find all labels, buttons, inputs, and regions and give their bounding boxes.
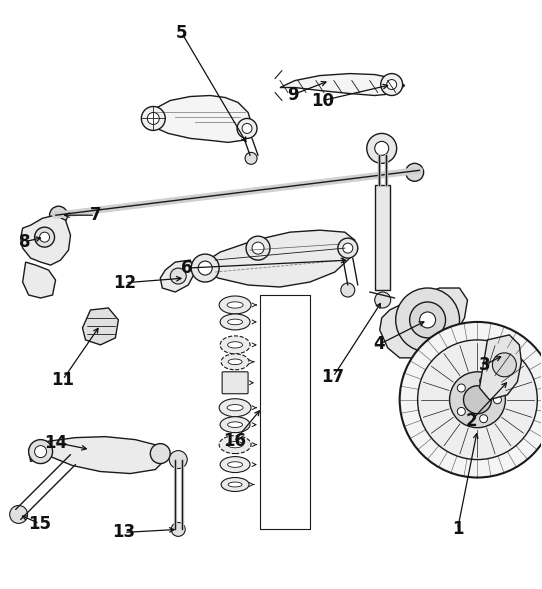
Polygon shape xyxy=(375,186,390,290)
Circle shape xyxy=(457,408,466,415)
Circle shape xyxy=(35,227,55,247)
Ellipse shape xyxy=(228,359,242,365)
Polygon shape xyxy=(480,335,521,400)
Circle shape xyxy=(343,243,353,253)
Circle shape xyxy=(367,134,397,163)
Text: 3: 3 xyxy=(479,356,491,374)
Ellipse shape xyxy=(227,442,243,448)
Polygon shape xyxy=(200,230,355,287)
Ellipse shape xyxy=(220,456,250,472)
Ellipse shape xyxy=(228,319,243,325)
Text: 7: 7 xyxy=(89,206,101,224)
Ellipse shape xyxy=(221,478,249,491)
Circle shape xyxy=(191,254,219,282)
Text: 11: 11 xyxy=(51,370,74,389)
Circle shape xyxy=(493,353,517,377)
Text: 14: 14 xyxy=(44,434,67,452)
Circle shape xyxy=(237,118,257,138)
Circle shape xyxy=(242,124,252,134)
Text: 13: 13 xyxy=(112,524,136,541)
Polygon shape xyxy=(380,288,468,358)
Ellipse shape xyxy=(227,405,243,411)
Text: 4: 4 xyxy=(373,336,385,353)
Circle shape xyxy=(245,153,257,164)
Text: 6: 6 xyxy=(182,259,193,277)
Text: 5: 5 xyxy=(176,24,188,42)
Circle shape xyxy=(49,206,68,224)
Text: 15: 15 xyxy=(28,515,51,532)
Ellipse shape xyxy=(228,482,242,487)
Polygon shape xyxy=(145,95,252,143)
Text: 2: 2 xyxy=(465,412,477,430)
Circle shape xyxy=(405,163,424,181)
Circle shape xyxy=(171,522,185,537)
Circle shape xyxy=(246,236,270,260)
Polygon shape xyxy=(23,262,55,298)
Ellipse shape xyxy=(220,416,250,433)
Ellipse shape xyxy=(228,342,243,348)
Text: 17: 17 xyxy=(321,368,345,386)
Polygon shape xyxy=(160,260,195,292)
Circle shape xyxy=(449,372,505,428)
Circle shape xyxy=(147,112,159,124)
Circle shape xyxy=(252,242,264,254)
Circle shape xyxy=(480,377,488,385)
Circle shape xyxy=(338,238,358,258)
Circle shape xyxy=(10,505,28,524)
Polygon shape xyxy=(21,215,70,265)
Ellipse shape xyxy=(220,336,250,354)
Circle shape xyxy=(198,261,212,275)
Circle shape xyxy=(420,312,436,328)
FancyBboxPatch shape xyxy=(222,372,248,393)
Ellipse shape xyxy=(220,314,250,330)
Ellipse shape xyxy=(221,354,249,370)
Text: 9: 9 xyxy=(287,86,299,104)
Text: 8: 8 xyxy=(20,233,31,251)
Polygon shape xyxy=(29,436,165,474)
Ellipse shape xyxy=(227,302,243,308)
Text: 10: 10 xyxy=(311,92,334,110)
Circle shape xyxy=(35,446,47,458)
Polygon shape xyxy=(280,74,405,95)
Circle shape xyxy=(418,340,537,459)
Circle shape xyxy=(150,444,170,464)
Circle shape xyxy=(399,322,542,478)
Circle shape xyxy=(375,141,389,155)
Text: 16: 16 xyxy=(223,432,246,451)
Circle shape xyxy=(410,302,446,338)
Ellipse shape xyxy=(219,399,251,416)
Circle shape xyxy=(386,80,397,90)
Circle shape xyxy=(480,415,488,423)
Ellipse shape xyxy=(228,422,243,428)
Circle shape xyxy=(375,292,391,308)
Circle shape xyxy=(493,396,501,403)
Text: 12: 12 xyxy=(113,274,137,292)
Circle shape xyxy=(380,74,403,95)
Circle shape xyxy=(141,107,165,130)
Circle shape xyxy=(457,384,466,392)
Polygon shape xyxy=(82,308,118,345)
Circle shape xyxy=(169,451,187,469)
Circle shape xyxy=(170,268,186,284)
Ellipse shape xyxy=(219,296,251,314)
Circle shape xyxy=(341,283,355,297)
Ellipse shape xyxy=(228,462,243,467)
Circle shape xyxy=(463,386,492,413)
Circle shape xyxy=(40,232,49,242)
Text: 1: 1 xyxy=(452,521,463,538)
Ellipse shape xyxy=(219,436,251,454)
Circle shape xyxy=(396,288,460,352)
Circle shape xyxy=(29,439,53,464)
